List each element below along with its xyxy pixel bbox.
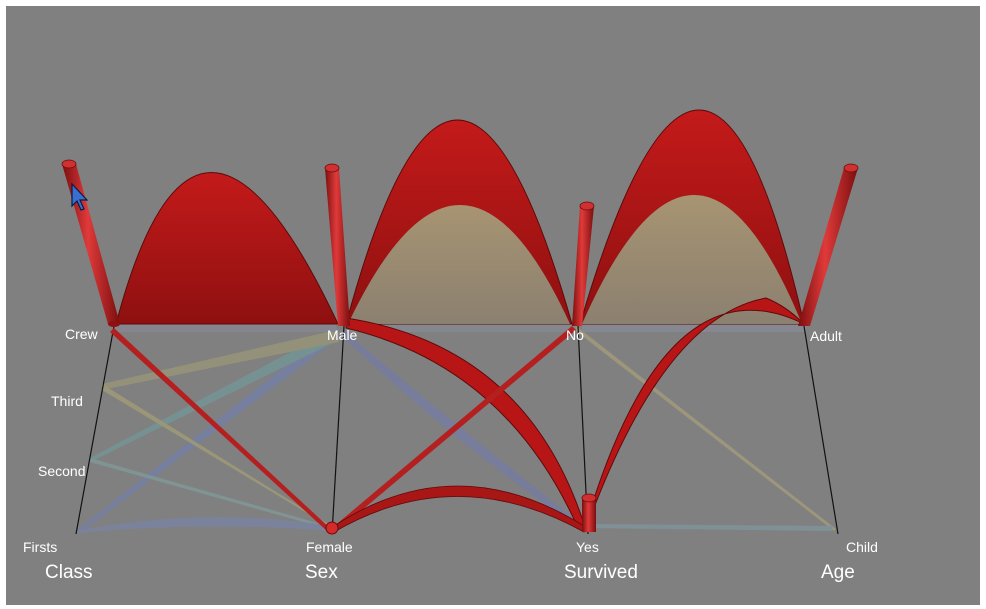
chart-viewport: Crew Third Second Firsts Male Female No … xyxy=(6,6,980,605)
rod-crew xyxy=(61,159,120,327)
axis-title-survived: Survived xyxy=(564,562,638,583)
ribbon-firsts-male xyxy=(76,326,339,533)
ribbon-second-female xyxy=(90,458,332,530)
ribbon-yes-adult xyxy=(585,297,805,525)
ribbon-female-yes xyxy=(333,485,585,533)
category-rods xyxy=(61,159,859,535)
mouse-cursor-icon xyxy=(71,182,89,211)
rod-male xyxy=(324,163,350,326)
ribbon-female-no xyxy=(332,326,576,532)
label-third: Third xyxy=(51,393,83,409)
ribbon-firsts-female xyxy=(76,517,331,533)
axis-title-class: Class xyxy=(45,562,93,583)
axis-title-sex: Sex xyxy=(305,562,338,583)
ribbon-male-yes-blue xyxy=(342,332,584,528)
label-child: Child xyxy=(846,539,878,555)
arc-male-no-inner xyxy=(348,205,570,324)
label-adult: Adult xyxy=(810,328,842,344)
node-female xyxy=(325,521,339,535)
ribbon-crew-female xyxy=(110,328,332,532)
arc-no-adult-inner xyxy=(582,195,802,324)
label-second: Second xyxy=(38,463,85,479)
ribbon-crew-male xyxy=(114,324,336,332)
category-labels: Crew Third Second Firsts Male Female No … xyxy=(23,326,878,555)
ribbon-no-child xyxy=(572,326,836,531)
ribbon-no-adult xyxy=(582,324,806,332)
label-male: Male xyxy=(327,327,358,343)
background-ribbons xyxy=(76,324,836,533)
axis-title-age: Age xyxy=(821,562,855,583)
label-yes: Yes xyxy=(576,539,599,555)
label-firsts: Firsts xyxy=(23,539,57,555)
highlight-arcs xyxy=(110,109,805,533)
rod-no xyxy=(572,201,595,326)
axis-line-age xyxy=(803,325,839,535)
label-no: No xyxy=(566,327,584,343)
parallel-sets-chart[interactable]: Crew Third Second Firsts Male Female No … xyxy=(6,6,980,605)
axis-line-sex xyxy=(331,325,345,535)
arc-crew-male xyxy=(115,172,339,325)
ribbon-third-female xyxy=(102,384,332,528)
label-female: Female xyxy=(306,539,353,555)
ribbon-yes-child xyxy=(584,524,832,531)
ribbon-second-male xyxy=(90,328,339,462)
axis-titles: Class Sex Survived Age xyxy=(45,562,855,583)
axis-line-class xyxy=(75,325,115,535)
rod-adult xyxy=(798,163,859,326)
ribbon-male-no xyxy=(346,324,576,332)
rod-yes xyxy=(581,493,597,532)
label-crew: Crew xyxy=(65,326,99,342)
